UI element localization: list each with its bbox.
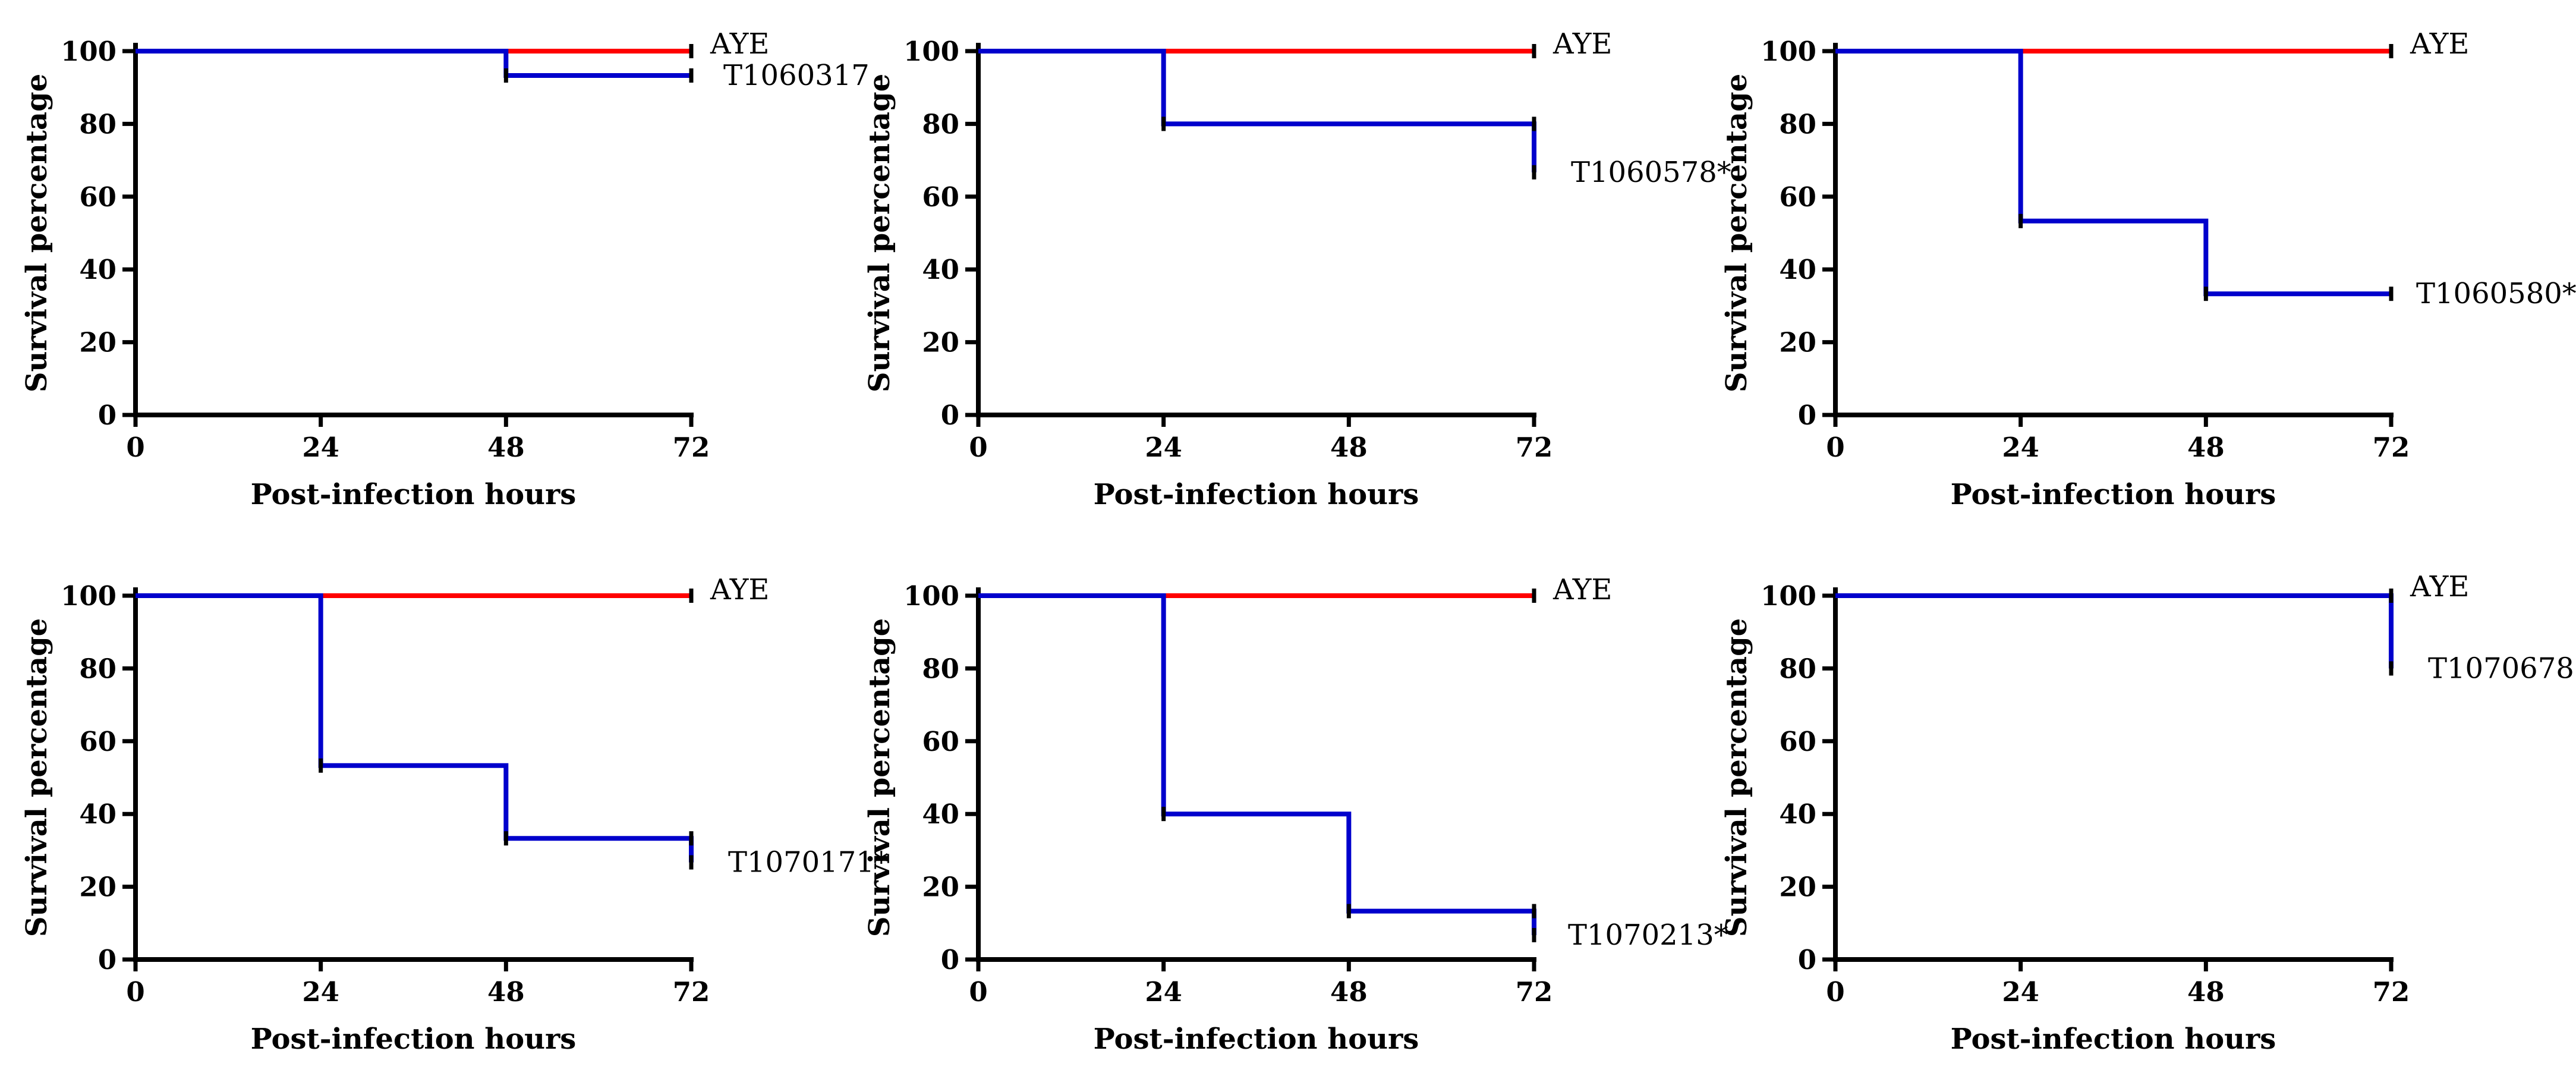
y-tick-label: 100 xyxy=(1761,36,1816,67)
y-tick-label: 0 xyxy=(941,399,959,431)
y-tick-label: 80 xyxy=(1779,108,1816,140)
y-tick-label: 80 xyxy=(922,108,959,140)
x-tick-label: 0 xyxy=(969,432,987,463)
y-tick-label: 100 xyxy=(1761,580,1816,612)
y-tick-label: 100 xyxy=(61,36,116,67)
x-tick-label: 24 xyxy=(2002,976,2039,1008)
series-label: T1070678 xyxy=(2428,652,2574,685)
x-tick-label: 72 xyxy=(1516,432,1553,463)
y-tick-label: 20 xyxy=(79,872,116,903)
series-label: T1070171* xyxy=(728,846,889,879)
x-axis-title: Post-infection hours xyxy=(1951,1023,2276,1056)
chart-panel-6: 0 20 40 60 80 100 0 24 48 72 Post-infection hours S… xyxy=(1720,570,2574,1056)
x-tick-label: 24 xyxy=(302,976,339,1008)
x-tick-label: 72 xyxy=(2373,432,2410,463)
x-tick-label: 48 xyxy=(487,432,525,463)
series-label: T1060578* xyxy=(1571,156,1731,189)
y-tick-label: 60 xyxy=(922,181,959,213)
x-axis-title: Post-infection hours xyxy=(1094,478,1419,511)
y-tick-label: 20 xyxy=(922,327,959,358)
y-tick-label: 60 xyxy=(79,726,116,757)
y-tick-label: 100 xyxy=(61,580,116,612)
x-tick-label: 72 xyxy=(673,432,710,463)
x-tick-label: 0 xyxy=(1826,432,1844,463)
y-axis-title: Survival percentage xyxy=(20,74,53,392)
y-tick-label: 60 xyxy=(922,726,959,757)
y-axis-title: Survival percentage xyxy=(863,618,896,937)
x-tick-label: 48 xyxy=(2187,976,2225,1008)
y-tick-label: 0 xyxy=(1798,399,1816,431)
y-tick-label: 80 xyxy=(79,108,116,140)
y-tick-label: 0 xyxy=(98,944,116,976)
survival-line-strain xyxy=(136,593,694,863)
chart-panel-2: 0 20 40 60 80 100 0 24 48 72 Post-infection hours S… xyxy=(863,27,1731,511)
y-tick-label: 20 xyxy=(1779,327,1816,358)
x-tick-label: 48 xyxy=(2187,432,2225,463)
x-tick-label: 24 xyxy=(302,432,339,463)
survival-line-strain xyxy=(136,49,691,78)
x-tick-label: 48 xyxy=(1330,976,1368,1008)
x-tick-label: 72 xyxy=(1516,976,1553,1008)
x-axis-title: Post-infection hours xyxy=(251,478,577,511)
y-tick-label: 20 xyxy=(922,872,959,903)
survival-line-strain xyxy=(978,593,1536,935)
series-label: AYE xyxy=(710,573,769,606)
y-tick-label: 40 xyxy=(1779,254,1816,285)
series-label: AYE xyxy=(1552,573,1612,606)
x-tick-label: 0 xyxy=(126,432,144,463)
y-tick-label: 100 xyxy=(903,580,959,612)
y-tick-label: 80 xyxy=(79,653,116,684)
y-tick-label: 80 xyxy=(922,653,959,684)
chart-panel-5: 0 20 40 60 80 100 0 24 48 72 Post-infection hours S… xyxy=(863,573,1728,1056)
y-tick-label: 40 xyxy=(1779,798,1816,830)
y-axis-title: Survival percentage xyxy=(1720,618,1753,937)
chart-panel-1: 0 20 40 60 80 100 0 24 48 72 Post-infection hours S… xyxy=(20,27,870,511)
x-tick-label: 72 xyxy=(673,976,710,1008)
y-tick-label: 60 xyxy=(79,181,116,213)
y-tick-label: 80 xyxy=(1779,653,1816,684)
y-tick-label: 60 xyxy=(1779,181,1816,213)
series-label: AYE xyxy=(1552,27,1612,61)
x-tick-label: 48 xyxy=(1330,432,1368,463)
survival-line-strain xyxy=(1835,49,2391,297)
y-tick-label: 20 xyxy=(79,327,116,358)
chart-panel-4: 0 20 40 60 80 100 0 24 48 72 Post-infection hours S… xyxy=(20,573,889,1056)
y-axis-title: Survival percentage xyxy=(20,618,53,937)
x-axis-title: Post-infection hours xyxy=(251,1023,577,1056)
survival-line-strain xyxy=(1835,593,2394,669)
y-tick-label: 60 xyxy=(1779,726,1816,757)
y-axis-title: Survival percentage xyxy=(1720,74,1753,392)
y-tick-label: 100 xyxy=(903,36,959,67)
x-tick-label: 72 xyxy=(2373,976,2410,1008)
chart-panel-3: 0 20 40 60 80 100 0 24 48 72 Post-infection hours S… xyxy=(1720,27,2576,511)
y-tick-label: 20 xyxy=(1779,872,1816,903)
y-tick-label: 0 xyxy=(1798,944,1816,976)
y-tick-label: 40 xyxy=(922,798,959,830)
series-label: T1060580* xyxy=(2416,277,2576,310)
y-tick-label: 0 xyxy=(941,944,959,976)
x-tick-label: 48 xyxy=(487,976,525,1008)
x-axis-title: Post-infection hours xyxy=(1094,1023,1419,1056)
x-tick-label: 24 xyxy=(1145,432,1182,463)
x-tick-label: 24 xyxy=(1145,976,1182,1008)
survival-line-strain xyxy=(978,49,1536,172)
x-tick-label: 24 xyxy=(2002,432,2039,463)
x-tick-label: 0 xyxy=(969,976,987,1008)
series-label: T1070213* xyxy=(1568,918,1728,952)
x-axis-title: Post-infection hours xyxy=(1951,478,2276,511)
series-label: AYE xyxy=(2410,27,2469,61)
x-tick-label: 0 xyxy=(1826,976,1844,1008)
y-tick-label: 0 xyxy=(98,399,116,431)
y-tick-label: 40 xyxy=(79,254,116,285)
y-tick-label: 40 xyxy=(79,798,116,830)
series-label: AYE xyxy=(2410,570,2469,603)
y-tick-label: 40 xyxy=(922,254,959,285)
x-tick-label: 0 xyxy=(126,976,144,1008)
series-label: T1060317 xyxy=(723,59,870,92)
y-axis-title: Survival percentage xyxy=(863,74,896,392)
series-label: AYE xyxy=(710,27,769,61)
